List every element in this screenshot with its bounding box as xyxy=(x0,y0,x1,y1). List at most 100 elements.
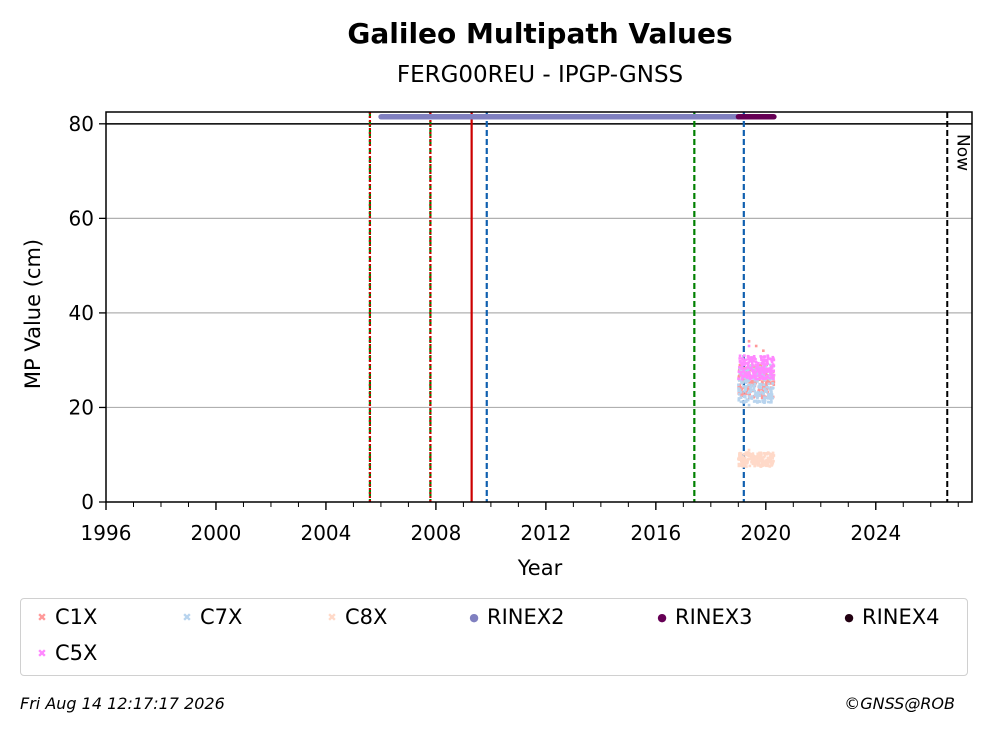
chart-title: Galileo Multipath Values xyxy=(347,17,732,50)
data-point xyxy=(757,374,760,378)
data-point xyxy=(761,372,765,376)
data-point xyxy=(767,369,771,372)
legend-label: RINEX3 xyxy=(675,605,753,629)
data-point xyxy=(767,393,771,397)
x-tick-label: 2008 xyxy=(410,521,461,545)
data-point xyxy=(769,389,773,392)
data-point xyxy=(760,380,764,383)
data-point xyxy=(756,372,760,375)
data-point xyxy=(740,365,744,369)
data-point xyxy=(737,397,741,400)
legend-label: C8X xyxy=(345,605,388,629)
data-point xyxy=(745,462,748,465)
data-point xyxy=(759,463,763,466)
data-point xyxy=(766,356,770,359)
legend-marker: ✖ xyxy=(37,611,47,624)
data-point xyxy=(743,461,747,465)
data-point xyxy=(753,399,757,403)
data-point xyxy=(760,396,764,400)
data-points xyxy=(378,114,777,468)
plot-frame xyxy=(105,111,973,503)
data-point xyxy=(762,451,766,455)
data-point xyxy=(762,374,765,377)
data-point xyxy=(747,395,751,398)
data-point xyxy=(737,379,741,382)
data-point xyxy=(752,385,756,389)
data-point xyxy=(764,382,768,386)
data-point xyxy=(752,367,755,371)
legend-item-rinex3: ● RINEX3 xyxy=(655,605,753,630)
x-tick-label: 2004 xyxy=(300,521,351,545)
data-point xyxy=(737,383,740,387)
data-point xyxy=(748,457,752,461)
x-tick-label: 1996 xyxy=(81,521,132,545)
data-point xyxy=(745,453,749,457)
data-point xyxy=(744,385,748,388)
data-point xyxy=(742,458,746,462)
footer-timestamp: Fri Aug 14 12:17:17 2026 xyxy=(20,694,225,713)
data-point xyxy=(762,384,765,388)
data-point xyxy=(771,386,775,390)
data-point xyxy=(758,394,762,398)
data-point xyxy=(761,400,765,404)
data-point xyxy=(737,387,740,390)
data-point xyxy=(739,390,743,394)
data-point xyxy=(762,387,766,391)
data-point xyxy=(740,387,744,390)
data-point xyxy=(739,385,742,389)
series-rinex2 xyxy=(378,114,741,120)
data-point xyxy=(770,390,773,394)
data-point xyxy=(753,371,756,374)
data-point xyxy=(741,464,745,468)
data-point xyxy=(761,457,764,461)
data-point xyxy=(742,368,746,372)
data-point xyxy=(762,455,766,459)
data-point xyxy=(767,464,770,468)
data-point xyxy=(756,464,759,467)
x-tick-label: 2016 xyxy=(630,521,681,545)
data-point xyxy=(754,458,758,462)
data-point xyxy=(768,387,772,390)
data-point xyxy=(768,357,772,361)
data-point xyxy=(763,401,766,405)
data-point xyxy=(745,398,749,401)
x-axis-label: Year xyxy=(517,556,563,580)
data-point xyxy=(764,462,768,466)
data-point xyxy=(769,454,772,457)
data-point xyxy=(738,365,741,369)
legend-item-rinex2: ● RINEX2 xyxy=(467,605,564,630)
data-point xyxy=(739,374,743,377)
data-point xyxy=(765,358,769,362)
data-point xyxy=(766,456,770,460)
data-point xyxy=(763,378,766,382)
data-point xyxy=(762,366,766,370)
data-point xyxy=(752,375,756,378)
data-point xyxy=(743,464,747,468)
data-point xyxy=(737,456,741,460)
data-point xyxy=(744,379,747,382)
data-point xyxy=(761,359,764,362)
data-point xyxy=(772,377,775,381)
y-tick-label: 40 xyxy=(69,301,94,325)
legend-marker: ✖ xyxy=(182,611,192,624)
data-point xyxy=(743,394,746,398)
data-point xyxy=(743,390,746,393)
data-point xyxy=(752,377,755,380)
data-point xyxy=(744,386,747,390)
data-point xyxy=(744,388,747,391)
data-point xyxy=(763,399,767,402)
data-point xyxy=(753,389,756,393)
data-point xyxy=(758,458,762,462)
data-point xyxy=(742,385,745,388)
data-point xyxy=(771,375,774,379)
data-point xyxy=(742,360,745,364)
data-point xyxy=(771,382,774,385)
data-point xyxy=(740,377,744,381)
data-point xyxy=(748,364,752,368)
data-point xyxy=(738,454,742,457)
data-point xyxy=(763,377,766,380)
data-point xyxy=(751,388,755,392)
x-tick-label: 2020 xyxy=(740,521,791,545)
data-point xyxy=(765,368,769,372)
data-point xyxy=(755,400,759,403)
